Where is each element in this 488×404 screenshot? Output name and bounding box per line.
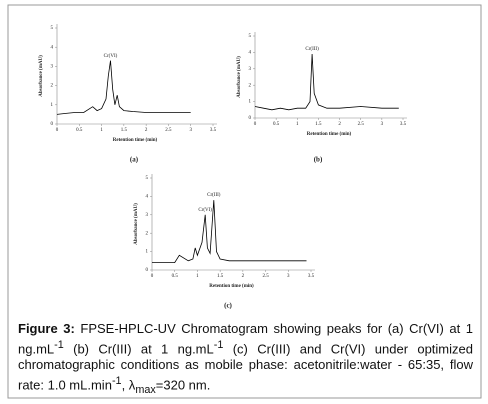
caption-text: (c) Cr(III) and Cr(VI) under optimized c… — [18, 341, 473, 393]
y-tick-label: 2 — [51, 84, 54, 89]
y-tick-label: 5 — [249, 34, 252, 39]
x-tick-label: 3 — [189, 128, 192, 133]
y-tick-label: 3 — [249, 67, 252, 72]
peak-label: Cr(III) — [305, 47, 319, 52]
x-tick-label: 1 — [100, 128, 103, 133]
x-tick-label: 0 — [254, 122, 257, 127]
y-tick-label: 1 — [249, 100, 252, 105]
y-tick-label: 5 — [51, 26, 54, 31]
x-tick-label: 1.5 — [121, 128, 128, 133]
y-tick-label: 3 — [146, 213, 149, 218]
x-tick-label: 3 — [287, 274, 290, 279]
panel-label: (b) — [314, 156, 323, 164]
x-tick-label: 0 — [151, 274, 154, 279]
x-axis-label: Retention time (min) — [209, 284, 254, 289]
x-tick-label: 1 — [296, 122, 299, 127]
caption-label: Figure 3: — [18, 321, 75, 336]
x-tick-label: 3 — [381, 122, 384, 127]
y-axis-label: Absorbance (mAU) — [134, 203, 139, 245]
caption-sub: max — [135, 384, 156, 397]
y-tick-label: 2 — [249, 83, 252, 88]
caption-sup: -1 — [111, 375, 122, 388]
y-tick-label: 4 — [51, 45, 54, 50]
peak-label: Cr(VI) — [198, 208, 212, 213]
peak-label: Cr(III) — [207, 193, 221, 198]
panel-label: (a) — [130, 156, 139, 164]
caption-text: FPSE-HPLC-UV Chromatogram showing peaks … — [18, 321, 473, 357]
caption: Figure 3: FPSE-HPLC-UV Chromatogram show… — [18, 321, 473, 398]
x-tick-label: 2 — [242, 274, 245, 279]
caption-text: , λ — [121, 377, 136, 393]
y-axis-label: Absorbance (mAU) — [237, 56, 242, 98]
y-tick-label: 1 — [51, 103, 54, 108]
y-tick-label: 3 — [51, 65, 54, 70]
x-tick-label: 1.5 — [315, 122, 322, 127]
x-tick-label: 1.5 — [217, 274, 224, 279]
caption-sup: -1 — [213, 339, 224, 351]
x-tick-label: 0.5 — [76, 128, 83, 133]
x-tick-label: 0 — [56, 128, 59, 133]
y-tick-label: 1 — [146, 250, 149, 255]
y-tick-label: 0 — [51, 122, 54, 127]
chromatogram-line — [56, 60, 191, 115]
x-axis-label: Retention time (min) — [113, 138, 158, 143]
caption-sup: -1 — [54, 339, 64, 351]
caption-text: =320 nm. — [155, 377, 211, 393]
x-tick-label: 2.5 — [165, 128, 172, 133]
x-tick-label: 3.5 — [210, 128, 217, 133]
x-tick-label: 3.5 — [308, 274, 315, 279]
x-tick-label: 0.5 — [172, 274, 179, 279]
peak-label: Cr(VI) — [104, 54, 118, 59]
y-tick-label: 0 — [146, 268, 149, 273]
panel-label: (c) — [224, 302, 232, 310]
figure-frame — [7, 4, 482, 399]
x-axis-label: Retention time (min) — [307, 132, 352, 137]
chromatogram-line — [254, 53, 399, 111]
y-tick-label: 5 — [146, 176, 149, 181]
x-tick-label: 2.5 — [358, 122, 365, 127]
x-tick-label: 2 — [145, 128, 148, 133]
y-tick-label: 4 — [249, 51, 252, 56]
x-tick-label: 2.5 — [262, 274, 269, 279]
y-tick-label: 0 — [249, 116, 252, 121]
caption-text: (b) Cr(III) at 1 ng.mL — [63, 341, 214, 357]
x-tick-label: 0.5 — [273, 122, 280, 127]
x-tick-label: 2 — [338, 122, 341, 127]
y-axis-label: Absorbance (mAU) — [39, 55, 44, 97]
x-tick-label: 1 — [196, 274, 199, 279]
y-tick-label: 2 — [146, 231, 149, 236]
y-tick-label: 4 — [146, 195, 149, 200]
x-tick-label: 3.5 — [400, 122, 407, 127]
chromatogram-line — [152, 200, 307, 263]
